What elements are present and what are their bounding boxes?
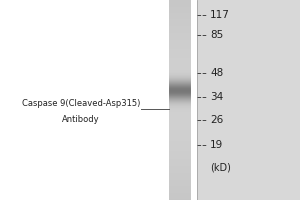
Text: 48: 48 — [210, 68, 223, 78]
Text: 19: 19 — [210, 140, 223, 150]
Bar — [196, 0, 300, 200]
Text: 34: 34 — [210, 92, 223, 102]
Text: 26: 26 — [210, 115, 223, 125]
Text: 117: 117 — [210, 10, 230, 20]
Bar — [0, 0, 196, 200]
Text: (kD): (kD) — [210, 163, 231, 173]
Text: 85: 85 — [210, 30, 223, 40]
Text: Caspase 9(Cleaved-Asp315): Caspase 9(Cleaved-Asp315) — [22, 99, 140, 108]
Text: Antibody: Antibody — [62, 116, 100, 124]
